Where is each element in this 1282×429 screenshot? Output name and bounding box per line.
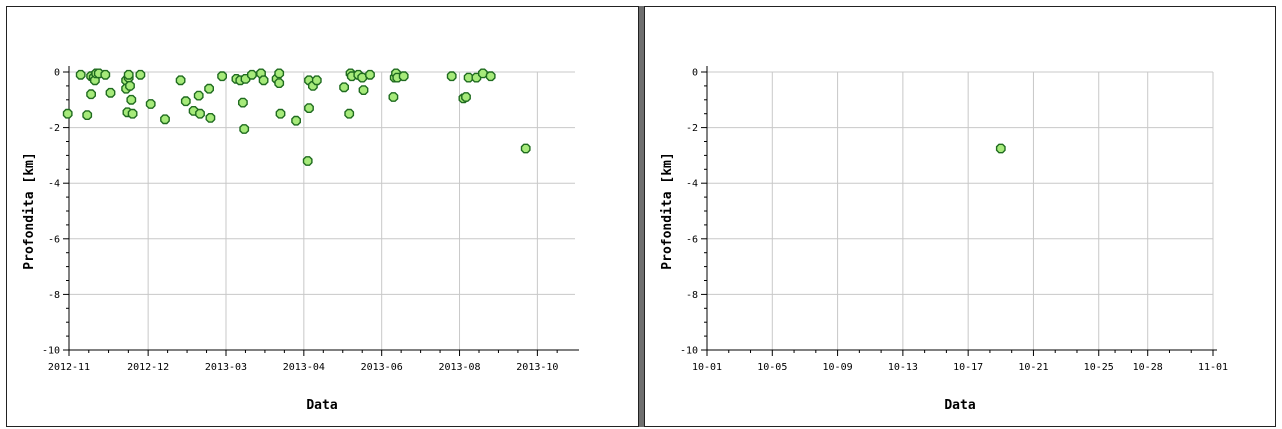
data-point bbox=[145, 99, 156, 109]
data-point bbox=[302, 156, 313, 166]
x-tick-label: 11-01 bbox=[1198, 362, 1228, 373]
grid-lines bbox=[707, 71, 1214, 350]
x-tick-label: 2013-03 bbox=[205, 362, 247, 373]
y-tick-label: 0 bbox=[54, 68, 60, 79]
data-point bbox=[398, 71, 409, 82]
data-point bbox=[105, 87, 116, 98]
data-points bbox=[62, 68, 531, 166]
data-point bbox=[205, 112, 216, 123]
chart-panel-right: 0 -2 -4 -6 -8 -10 10-01 10-05 10-09 10-13 10-17 10-… bbox=[644, 6, 1276, 427]
y-tick-label: -4 bbox=[48, 179, 60, 190]
x-tick-label: 10-28 bbox=[1133, 362, 1163, 373]
x-tick-label: 10-21 bbox=[1018, 362, 1048, 373]
scatter-chart-right: 0 -2 -4 -6 -8 -10 10-01 10-05 10-09 10-13 10-17 10-… bbox=[660, 66, 1228, 413]
data-point bbox=[358, 85, 369, 96]
y-axis-title: Profondita [km] bbox=[660, 152, 675, 269]
data-point bbox=[62, 108, 73, 119]
data-point bbox=[311, 75, 322, 86]
scatter-chart-left: 0 -2 -4 -6 -8 -10 2012-11 2012-12 2013-03 2013-04… bbox=[22, 66, 579, 413]
data-point bbox=[175, 75, 186, 86]
data-point bbox=[246, 69, 257, 80]
y-tick-label: -10 bbox=[42, 346, 60, 357]
x-tick-label: 10-17 bbox=[953, 362, 983, 373]
data-point bbox=[75, 69, 86, 80]
data-point bbox=[123, 69, 134, 80]
data-point bbox=[463, 72, 474, 83]
data-point bbox=[237, 97, 248, 108]
data-point bbox=[258, 75, 269, 86]
y-axis-title: Profondita [km] bbox=[22, 152, 37, 269]
data-point bbox=[204, 83, 215, 94]
data-point bbox=[82, 110, 93, 121]
x-tick-label: 2012-11 bbox=[48, 362, 90, 373]
x-tick-label: 2013-08 bbox=[438, 362, 480, 373]
data-point bbox=[520, 143, 531, 154]
y-tick-label: -6 bbox=[48, 234, 60, 245]
x-tick-label: 10-13 bbox=[888, 362, 918, 373]
data-point bbox=[365, 69, 375, 80]
data-point bbox=[195, 108, 205, 119]
data-point bbox=[127, 108, 138, 119]
data-point bbox=[239, 124, 250, 134]
data-point bbox=[274, 68, 285, 79]
data-point bbox=[180, 96, 191, 107]
y-tick-label: 0 bbox=[692, 68, 698, 79]
axes: 0 -2 -4 -6 -8 -10 10-01 10-05 10-09 10-13 10-17 10-… bbox=[680, 66, 1228, 373]
x-tick-label: 2013-10 bbox=[516, 362, 558, 373]
data-points bbox=[995, 143, 1006, 154]
data-point bbox=[100, 69, 111, 80]
data-point bbox=[274, 78, 285, 89]
x-tick-label: 10-01 bbox=[692, 362, 722, 373]
data-point bbox=[357, 72, 368, 83]
x-tick-label: 10-25 bbox=[1084, 362, 1114, 373]
x-tick-label: 10-09 bbox=[823, 362, 853, 373]
x-axis-title: Data bbox=[306, 398, 337, 413]
data-point bbox=[485, 71, 496, 82]
data-point bbox=[160, 114, 170, 125]
y-tick-label: -8 bbox=[48, 290, 60, 301]
data-point bbox=[478, 68, 488, 79]
x-tick-label: 10-05 bbox=[757, 362, 787, 373]
y-tick-label: -6 bbox=[686, 234, 698, 245]
data-point bbox=[275, 108, 286, 119]
data-point bbox=[388, 92, 399, 102]
x-tick-label: 2013-04 bbox=[283, 362, 325, 373]
data-point bbox=[291, 115, 301, 126]
data-point bbox=[217, 71, 228, 82]
data-point bbox=[339, 82, 349, 93]
y-tick-label: -8 bbox=[686, 290, 698, 301]
data-point bbox=[995, 143, 1006, 154]
data-point bbox=[344, 108, 355, 119]
panel-divider bbox=[639, 6, 644, 427]
x-axis-title: Data bbox=[944, 398, 975, 413]
grid-lines bbox=[69, 71, 575, 350]
y-tick-label: -2 bbox=[48, 123, 60, 134]
data-point bbox=[461, 92, 471, 102]
x-tick-label: 2012-12 bbox=[127, 362, 169, 373]
chart-panel-left: 0 -2 -4 -6 -8 -10 2012-11 2012-12 2013-03 2013-04… bbox=[6, 6, 639, 427]
axes: 0 -2 -4 -6 -8 -10 2012-11 2012-12 2013-03 2013-04… bbox=[42, 66, 579, 373]
y-tick-label: -2 bbox=[686, 123, 698, 134]
x-tick-label: 2013-06 bbox=[361, 362, 403, 373]
y-tick-label: -10 bbox=[680, 346, 698, 357]
y-tick-label: -4 bbox=[686, 179, 698, 190]
data-point bbox=[446, 71, 457, 82]
data-point bbox=[304, 103, 314, 114]
data-point bbox=[126, 94, 137, 105]
data-point bbox=[125, 80, 135, 91]
data-point bbox=[86, 89, 97, 100]
data-point bbox=[135, 69, 146, 80]
data-point bbox=[193, 90, 204, 101]
